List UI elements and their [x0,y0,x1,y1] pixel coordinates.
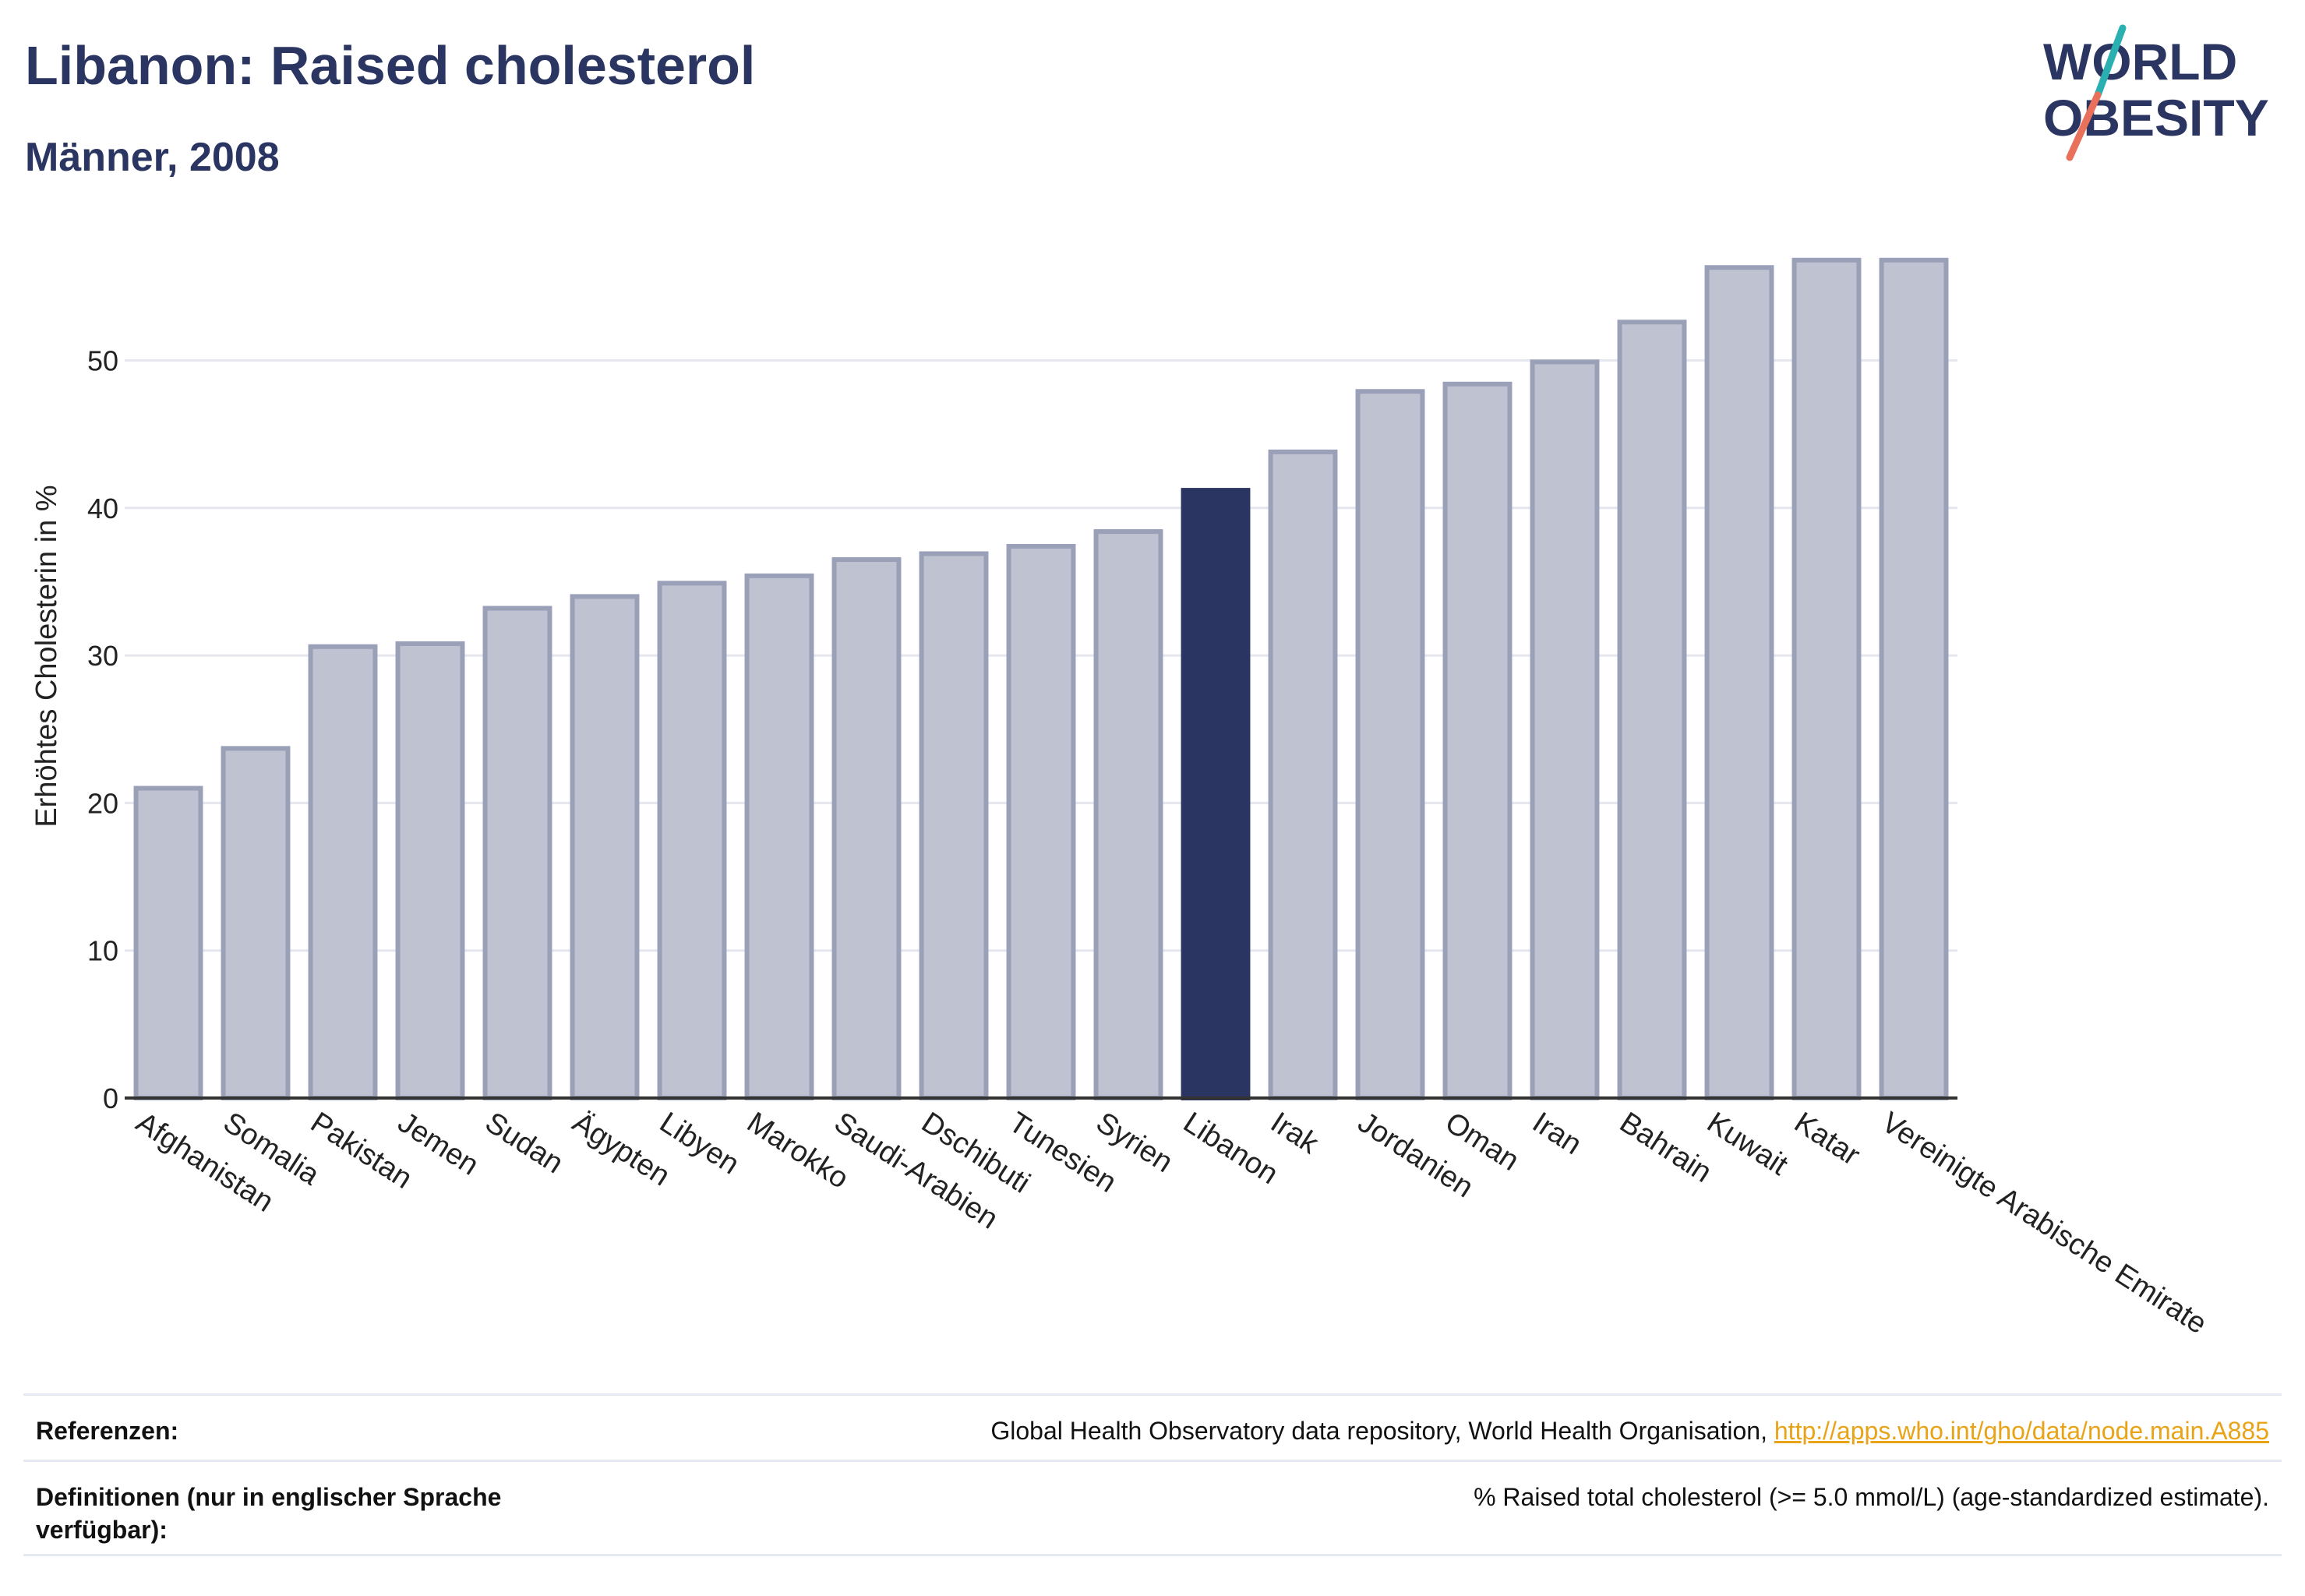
references-row: Referenzen: Global Health Observatory da… [23,1393,2282,1460]
bar-jordanien[interactable] [1355,389,1425,1100]
references-table: Referenzen: Global Health Observatory da… [23,1393,2282,1556]
bar-iran[interactable] [1530,359,1600,1100]
bar-oman[interactable] [1442,381,1513,1100]
page-subtitle: Männer, 2008 [25,135,280,180]
x-tick-label: Sudan [479,1106,569,1180]
references-label: Referenzen: [36,1417,179,1445]
references-text: Global Health Observatory data repositor… [990,1417,1767,1445]
page-title: Libanon: Raised cholesterol [25,35,756,96]
world-obesity-logo: WORLD OBESITY [2043,24,2269,161]
bar-dschibuti[interactable] [919,551,989,1100]
y-tick-label: 0 [103,1082,118,1114]
bar-jemen[interactable] [395,641,465,1100]
bar--gypten[interactable] [570,594,640,1100]
bar-chart: 01020304050AfghanistanSomaliaPakistanJem… [30,257,2212,1340]
bar-libanon[interactable] [1181,488,1251,1100]
bar-marokko[interactable] [744,573,814,1100]
bar-saudi-arabien[interactable] [831,557,902,1100]
logo-slash-coral [2066,91,2102,161]
definitions-value: % Raised total cholesterol (>= 5.0 mmol/… [1474,1483,2269,1511]
references-link[interactable]: http://apps.who.int/gho/data/node.main.A… [1774,1417,2269,1445]
x-tick-label: Libanon [1177,1106,1283,1191]
x-tick-label: Kuwait [1701,1106,1794,1182]
y-tick-label: 40 [87,493,118,524]
x-tick-label: Ägypten [567,1106,676,1192]
bar-irak[interactable] [1268,449,1338,1100]
definitions-row: Definitionen (nur in englischer Sprache … [23,1460,2282,1556]
bar-tunesien[interactable] [1006,544,1076,1100]
logo-slash-teal [2094,24,2127,99]
bar-syrien[interactable] [1093,529,1163,1100]
y-tick-label: 20 [87,787,118,819]
bar-bahrain[interactable] [1617,320,1687,1101]
definitions-label: Definitionen (nur in englischer Sprache … [36,1483,502,1544]
x-tick-label: Irak [1265,1106,1325,1160]
references-value: Global Health Observatory data repositor… [990,1414,2269,1447]
y-tick-label: 10 [87,935,118,967]
bar-kuwait[interactable] [1704,265,1774,1101]
logo-text-world: WORLD [2043,33,2237,90]
x-tick-label: Bahrain [1614,1106,1717,1189]
bar-sudan[interactable] [482,606,552,1100]
x-tick-label: Vereinigte Arabische Emirate [1876,1106,2212,1340]
bar-vereinigte-arabische-emirate[interactable] [1879,257,1949,1100]
y-axis-label: Erhöhtes Cholesterin in % [30,485,63,827]
bar-libyen[interactable] [657,581,727,1100]
bar-katar[interactable] [1791,257,1862,1100]
bar-afghanistan[interactable] [133,786,203,1100]
x-tick-label: Katar [1788,1106,1866,1172]
bars [133,257,1949,1101]
y-tick-label: 50 [87,345,118,377]
y-tick-label: 30 [87,640,118,672]
bar-somalia[interactable] [221,746,291,1100]
x-tick-label: Iran [1527,1106,1587,1161]
bar-pakistan[interactable] [308,644,378,1100]
